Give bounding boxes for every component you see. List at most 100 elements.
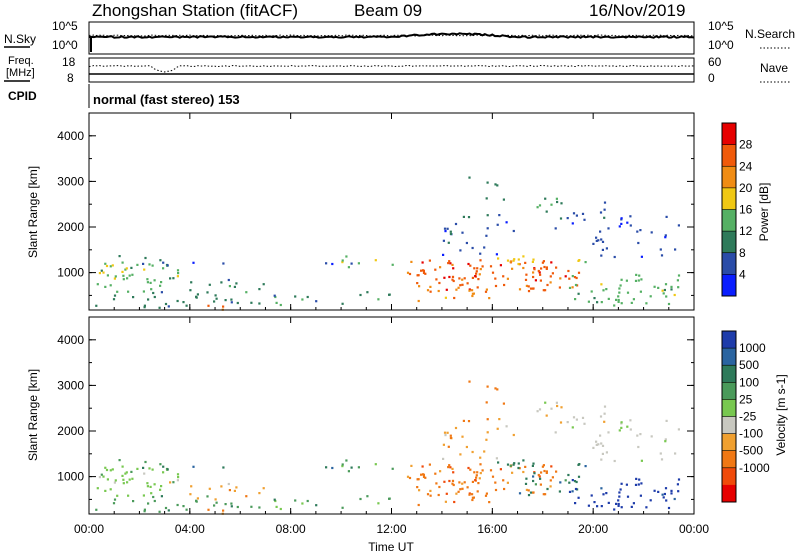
scatter-cell (471, 276, 474, 279)
y-tick-label: 4000 (57, 129, 84, 143)
scatter-cell (447, 241, 450, 244)
scatter-cell (545, 414, 548, 417)
scatter-cell (158, 306, 161, 309)
scatter-cell (444, 434, 447, 437)
scatter-cell (262, 487, 265, 490)
scatter-cell (529, 287, 533, 290)
scatter-cell (550, 203, 553, 206)
scatter-cell (503, 283, 506, 287)
scatter-cell (502, 198, 505, 201)
scatter-cell (449, 436, 452, 439)
scatter-cell (525, 273, 528, 276)
scatter-cell (230, 502, 233, 505)
scatter-cell (479, 463, 482, 466)
colorbar-segment (722, 209, 736, 232)
scatter-cell (645, 506, 648, 509)
freq-panel-frame (88, 57, 695, 83)
colorbar-tick-label: 8 (739, 246, 746, 260)
scatter-cell (428, 463, 431, 466)
scatter-cell (541, 261, 544, 264)
scatter-cell (592, 446, 595, 449)
scatter-cell (596, 301, 599, 304)
scatter-cell (665, 419, 668, 422)
scatter-cell (341, 302, 344, 305)
scatter-cell (245, 291, 248, 294)
scatter-cell (532, 475, 535, 478)
scatter-cell (637, 445, 640, 449)
scatter-cell (422, 473, 425, 476)
scatter-cell (463, 481, 466, 484)
scatter-cell (488, 501, 491, 504)
scatter-cell (601, 444, 605, 447)
scatter-cell (584, 465, 587, 468)
nsearch-label: N.Search (745, 27, 795, 41)
scatter-cell (444, 500, 447, 503)
scatter-cell (461, 231, 464, 234)
velocity-colorbar-label: Velocity [m s-1] (774, 374, 788, 455)
scatter-cell (122, 278, 125, 281)
scatter-cell (574, 298, 577, 301)
scatter-cell (485, 401, 488, 404)
scatter-cell (465, 445, 468, 449)
scatter-cell (350, 466, 353, 469)
scatter-cell (228, 489, 231, 492)
scatter-cell (577, 259, 580, 262)
time-x-axis: 00:00 04:00 08:00 12:00 16:00 20:00 00:00 (74, 113, 709, 536)
scatter-cell (518, 288, 522, 291)
scatter-cell (600, 487, 603, 490)
nave-trace (88, 64, 695, 73)
scatter-cell (301, 502, 304, 505)
scatter-cell (626, 291, 630, 294)
scatter-cell (494, 488, 498, 492)
scatter-cell (147, 502, 150, 505)
scatter-cell (659, 452, 662, 455)
scatter-cell (620, 426, 623, 429)
scatter-cell (605, 492, 608, 495)
scatter-cell (595, 443, 598, 446)
scatter-cell (357, 466, 360, 469)
scatter-cell (618, 429, 621, 432)
scatter-cell (341, 506, 344, 509)
y-tick-label: 2000 (57, 220, 84, 234)
scatter-cell (617, 499, 620, 502)
scatter-cell (233, 285, 236, 288)
scatter-cell (605, 247, 608, 250)
scatter-cell (544, 401, 547, 404)
scatter-cell (190, 485, 193, 488)
scatter-cell (674, 452, 677, 455)
scatter-cell (146, 281, 149, 284)
scatter-cell (494, 277, 497, 280)
scatter-cell (532, 479, 535, 483)
scatter-cell (122, 482, 125, 485)
scatter-cell (485, 438, 488, 441)
scatter-cell (664, 283, 668, 286)
scatter-cell (279, 303, 282, 307)
scatter-cell (560, 202, 563, 205)
scatter-cell (468, 176, 471, 179)
scatter-cell (599, 434, 602, 437)
scatter-cell (625, 279, 628, 282)
scatter-cell (416, 282, 419, 285)
scatter-cell (162, 465, 165, 468)
scatter-cell (143, 268, 146, 271)
scatter-cell (555, 266, 558, 269)
scatter-cell (104, 285, 107, 288)
scatter-cell (418, 489, 421, 492)
scatter-cell (422, 269, 425, 272)
scatter-cell (466, 486, 469, 489)
scatter-cell (459, 488, 462, 491)
scatter-cell (208, 487, 211, 490)
scatter-cell (478, 273, 481, 276)
scatter-cell (607, 501, 610, 504)
colorbar-segment (722, 416, 736, 435)
scatter-cell (497, 461, 500, 464)
scatter-cell (451, 278, 454, 281)
scatter-cell (475, 474, 478, 477)
scatter-cell (630, 301, 633, 304)
velocity-ylabel: Slant Range [km] (26, 369, 40, 461)
scatter-cell (214, 498, 217, 501)
scatter-cell (121, 270, 124, 273)
colorbar-segment (722, 144, 736, 167)
scatter-cell (613, 459, 616, 463)
scatter-cell (532, 275, 535, 279)
